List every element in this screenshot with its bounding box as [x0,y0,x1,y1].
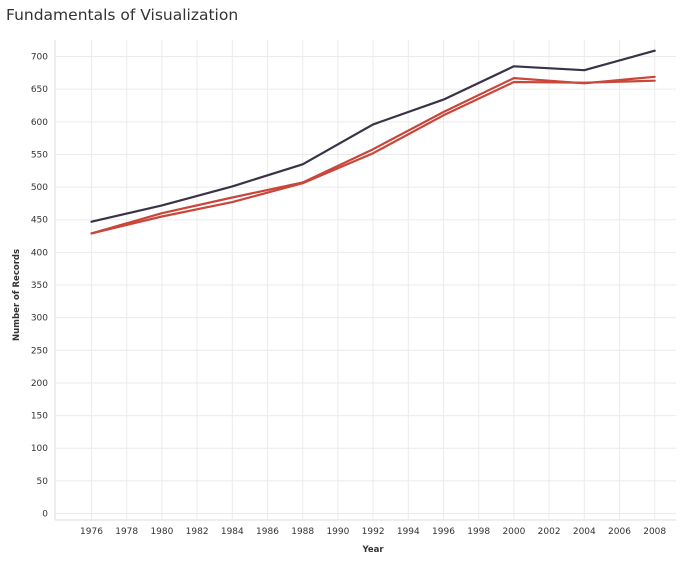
x-tick-label: 2004 [573,527,596,537]
gridlines [54,40,676,521]
series-line-1 [90,49,656,223]
x-tick-label: 1984 [221,527,244,537]
x-tick-label: 2000 [502,527,525,537]
x-tick-label: 1976 [80,527,103,537]
y-tick-label: 0 [42,510,48,520]
series-line-3 [90,79,656,235]
y-tick-label: 150 [31,412,48,422]
x-tick-label: 1992 [362,527,385,537]
x-tick-label: 2006 [608,527,631,537]
x-tick-label: 1998 [467,527,490,537]
y-tick-label: 700 [31,53,48,63]
x-tick-label: 1994 [397,527,420,537]
y-axis-title: Number of Records [12,249,22,341]
y-tick-label: 650 [31,85,48,95]
x-tick-label: 1980 [150,527,173,537]
series-lines [90,49,656,235]
y-tick-label: 200 [31,379,48,389]
x-axis-ticks: 1976 1978 1980 1982 1984 1986 1988 1990 1992 1994… [80,527,666,537]
y-tick-label: 450 [31,216,48,226]
x-axis-title: Year [361,545,384,555]
y-tick-label: 350 [31,281,48,291]
y-tick-label: 250 [31,346,48,356]
x-tick-label: 2008 [643,527,666,537]
x-tick-label: 1988 [291,527,314,537]
x-tick-label: 2002 [538,527,561,537]
y-tick-label: 600 [31,118,48,128]
y-axis-ticks: 0 50 100 150 200 250 300 350 400 450 500 550 600 650 7… [31,53,48,520]
x-tick-label: 1986 [256,527,279,537]
x-tick-label: 1982 [186,527,209,537]
y-tick-label: 100 [31,444,48,454]
x-tick-label: 1996 [432,527,455,537]
y-tick-label: 400 [31,248,48,258]
y-tick-label: 50 [37,477,49,487]
x-tick-label: 1978 [115,527,138,537]
y-tick-label: 550 [31,150,48,160]
y-tick-label: 300 [31,314,48,324]
chart-title: Fundamentals of Visualization [6,6,239,24]
y-tick-label: 500 [31,183,48,193]
x-tick-label: 1990 [326,527,349,537]
